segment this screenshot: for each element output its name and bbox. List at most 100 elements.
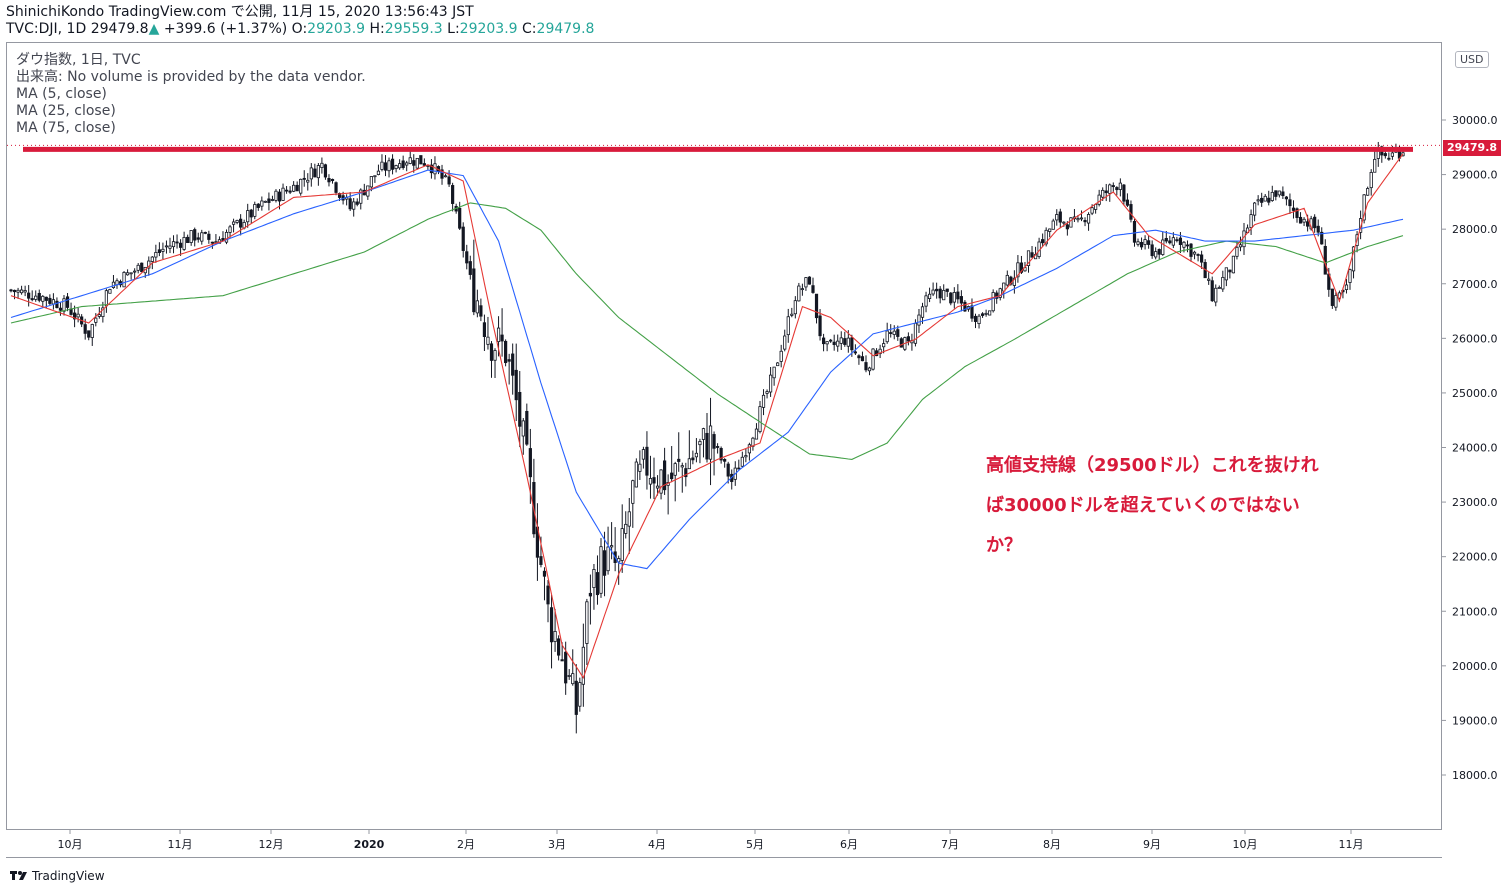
candle-body xyxy=(892,330,896,335)
candle-body xyxy=(352,201,356,210)
candle-body xyxy=(557,638,561,656)
candle-body xyxy=(1178,237,1183,245)
candle-body xyxy=(140,262,144,273)
legend-ma25[interactable]: MA (25, close) xyxy=(16,103,116,119)
candle-body xyxy=(602,550,607,576)
candle-body xyxy=(288,190,292,193)
candle-body xyxy=(1274,190,1278,197)
candle-body xyxy=(687,458,691,470)
candle-body xyxy=(652,477,656,484)
candle-body xyxy=(415,157,419,169)
candle-body xyxy=(65,296,70,308)
candle-body xyxy=(182,237,186,250)
candle-body xyxy=(1143,239,1147,245)
chart-header: ShinichiKondo TradingView.com で公開, 11月 1… xyxy=(6,4,594,38)
candle-body xyxy=(927,293,932,299)
candle-body xyxy=(924,295,928,307)
candle-body xyxy=(595,572,600,596)
ma25-line xyxy=(10,169,1404,570)
time-tick-label: 4月 xyxy=(648,838,666,851)
candle-body xyxy=(1267,197,1271,203)
candle-body xyxy=(1344,284,1349,291)
candle-body xyxy=(27,292,31,299)
candle-body xyxy=(398,163,402,169)
candle-body xyxy=(1231,255,1236,274)
candle-body xyxy=(1270,191,1274,201)
candle-body xyxy=(779,350,783,362)
ma5-line xyxy=(10,153,1404,680)
candle-body xyxy=(553,631,557,642)
candle-body xyxy=(458,207,462,229)
candle-body xyxy=(542,570,547,577)
legend-ma75[interactable]: MA (75, close) xyxy=(16,120,116,136)
candle-body xyxy=(998,288,1002,298)
currency-badge[interactable]: USD xyxy=(1455,51,1489,68)
candle-body xyxy=(980,313,985,316)
time-tick-label: 6月 xyxy=(840,838,858,851)
legend-title[interactable]: ダウ指数, 1日, TVC xyxy=(16,52,141,68)
footer-brand[interactable]: TradingView xyxy=(10,869,105,883)
candle-body xyxy=(804,277,808,288)
candle-body xyxy=(1383,153,1387,157)
price-plot[interactable] xyxy=(7,43,1441,829)
candle-body xyxy=(952,292,956,303)
candle-body xyxy=(51,299,55,305)
candle-body xyxy=(507,359,511,362)
candle-body xyxy=(1306,221,1310,227)
candle-body xyxy=(1016,262,1020,278)
candle-body xyxy=(1101,189,1105,198)
candle-body xyxy=(330,178,335,182)
time-tick-label: 9月 xyxy=(1143,838,1161,851)
candle-body xyxy=(1196,254,1200,256)
candle-body xyxy=(631,480,635,504)
candle-body xyxy=(1260,197,1264,203)
candle-body xyxy=(472,268,476,313)
up-arrow-icon: ▲ xyxy=(148,21,160,37)
candle-body xyxy=(380,161,384,170)
candle-body xyxy=(281,187,285,201)
candle-body xyxy=(1221,277,1225,290)
candle-body xyxy=(1171,237,1175,246)
candle-body xyxy=(104,290,108,307)
price-tick-label: 27000.0 xyxy=(1452,278,1498,291)
candle-body xyxy=(793,300,797,315)
candle-body xyxy=(270,199,275,201)
price-axis[interactable]: 18000.0 19000.0 20000.0 21000.0 22000.0 23000… xyxy=(1442,42,1508,830)
candle-body xyxy=(677,458,681,462)
candle-body xyxy=(383,162,388,171)
candle-body xyxy=(355,201,359,205)
candle-body xyxy=(571,673,575,685)
candle-body xyxy=(1249,214,1253,228)
candle-body xyxy=(970,305,974,319)
candle-body xyxy=(740,456,744,467)
candle-body xyxy=(790,313,794,316)
candle-body xyxy=(111,281,116,288)
candle-body xyxy=(482,322,487,337)
candle-body xyxy=(48,297,52,304)
candle-body xyxy=(1214,287,1218,303)
candle-body xyxy=(1118,182,1122,190)
legend-ma5[interactable]: MA (5, close) xyxy=(16,86,107,102)
candle-body xyxy=(627,511,631,527)
candle-body xyxy=(1200,254,1204,263)
candle-body xyxy=(359,189,363,204)
candle-body xyxy=(504,340,508,364)
time-axis[interactable]: 10月 11月 12月 2020 2月 3月 4月 5月 6月 7月 8月 9月 10月 11月 xyxy=(6,830,1442,858)
candle-body xyxy=(228,226,232,233)
candle-body xyxy=(913,322,918,344)
candle-body xyxy=(348,198,352,210)
candle-body xyxy=(161,248,165,252)
candle-body xyxy=(193,229,197,241)
candle-body xyxy=(807,276,812,285)
candle-body xyxy=(295,184,299,192)
time-tick-label: 2020 xyxy=(354,838,385,851)
chart-pane[interactable] xyxy=(6,42,1442,830)
candle-body xyxy=(37,292,41,301)
candle-body xyxy=(874,350,879,357)
candle-body xyxy=(475,300,479,314)
candle-body xyxy=(906,336,910,342)
candle-body xyxy=(641,449,646,460)
candle-body xyxy=(938,288,942,299)
legend-volume[interactable]: 出来高: No volume is provided by the data v… xyxy=(16,69,366,85)
candle-body xyxy=(860,356,865,362)
